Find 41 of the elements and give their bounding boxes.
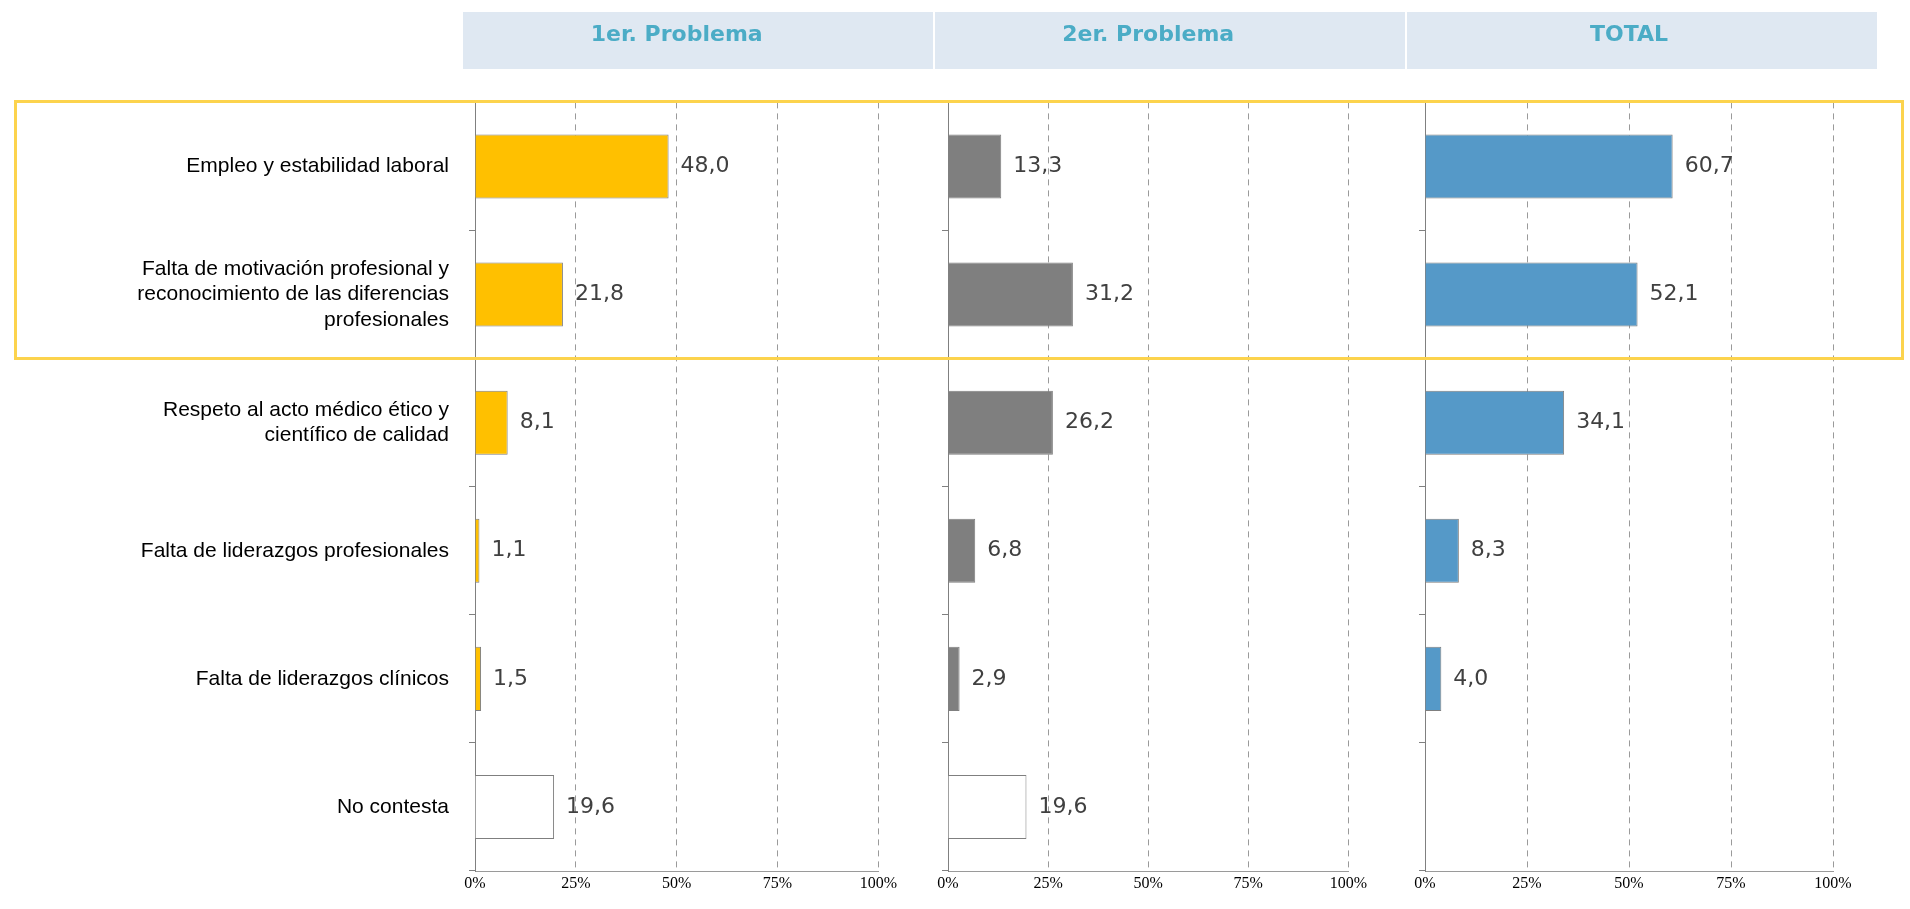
x-tick-label: 25% [1033,873,1063,891]
x-tick-label: 0% [1414,873,1436,891]
data-label: 52,1 [1649,280,1699,306]
chart-title: TOTAL [1589,20,1669,46]
x-tick-label: 100% [1814,873,1852,891]
y-tick-label: Falta de liderazgos clínicos [195,665,449,689]
x-tick-label: 50% [1133,873,1163,891]
data-label: 60,7 [1684,152,1734,178]
x-tick-label: 25% [561,873,591,891]
data-label: 19,6 [566,792,616,818]
x-tick-label: 75% [1716,873,1746,891]
data-label: 1,1 [491,536,527,562]
data-label: 19,6 [1038,792,1088,818]
data-label: 13,3 [1013,152,1063,178]
x-tick-label: 50% [1614,873,1644,891]
data-label: 21,8 [574,280,624,306]
data-label: 48,0 [680,152,730,178]
y-tick-label: Empleo y estabilidad laboral [186,153,449,177]
data-label: 6,8 [987,536,1023,562]
x-tick-label: 25% [1512,873,1542,891]
data-label: 2,9 [971,664,1007,690]
chart-title: 1er. Problema [590,20,763,46]
x-tick-label: 75% [762,873,793,891]
x-tick-label: 50% [662,873,692,891]
x-tick-label: 0% [464,873,486,891]
data-label: 1,5 [493,664,529,690]
chart-title: 2er. Problema [1062,20,1235,46]
x-tick-label: 75% [1233,873,1263,891]
data-label: 26,2 [1064,408,1114,434]
data-label: 31,2 [1084,280,1134,306]
data-label: 34,1 [1576,408,1626,434]
y-tick-label: Falta de liderazgos profesionales [140,537,449,561]
x-tick-label: 0% [937,873,959,891]
data-label: 8,3 [1470,536,1506,562]
data-label: 8,1 [519,408,555,434]
data-label: 4,0 [1453,664,1489,690]
y-tick-label: No contesta [336,793,450,817]
y-tick-label: Falta de motivación profesional y reconocimiento de las diferencias profesionales [137,256,450,330]
x-tick-label: 100% [859,873,897,891]
y-tick-label: Respeto al acto médico ético y científico de calidad [163,396,450,446]
x-tick-label: 100% [1329,873,1367,891]
